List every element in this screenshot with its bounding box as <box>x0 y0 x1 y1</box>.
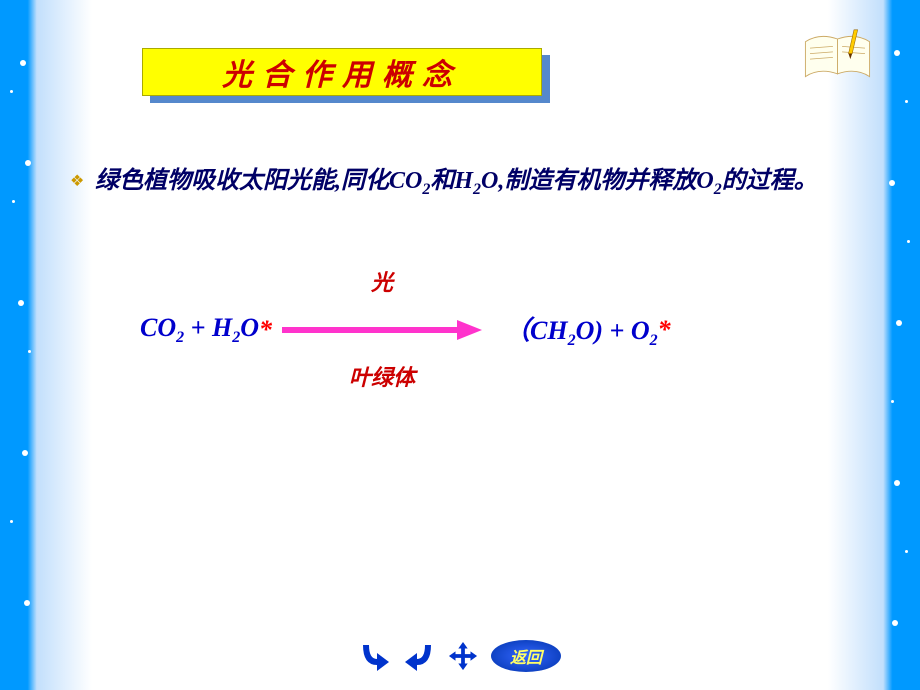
eq-ch: CH <box>530 316 568 345</box>
desc-text-4: 的过程。 <box>722 168 818 194</box>
eq-ch-sub: 2 <box>568 332 576 349</box>
arrow-label-chloroplast: 叶绿体 <box>349 360 415 392</box>
notebook-icon <box>800 28 875 83</box>
navigation-bar: 返回 <box>359 640 561 672</box>
left-edge-decoration <box>0 0 45 690</box>
arrow-icon <box>282 320 482 340</box>
slide-title: 光合作用概念 <box>222 50 462 94</box>
equation: CO2 + H2O* 光 叶绿体 （CH2O) + O2* <box>140 300 780 360</box>
content-area: ❖ 绿色植物吸收太阳光能,同化CO2和H2O,制造有机物并释放O2的过程。 <box>95 165 825 201</box>
eq-o: O <box>240 313 259 342</box>
bullet-diamond-icon: ❖ <box>70 171 84 191</box>
arrow-label-light: 光 <box>371 265 393 297</box>
eq-co-sub: 2 <box>176 329 184 346</box>
product-group: （CH2O) + O2 <box>504 310 658 350</box>
prev-icon[interactable] <box>359 641 391 671</box>
eq-paren: （ <box>504 316 530 345</box>
eq-asterisk-1: * <box>259 315 272 345</box>
eq-asterisk-2: * <box>658 315 671 345</box>
eq-prod-o: O) + O <box>576 316 650 345</box>
desc-text-3: O,制造有机物并释放O <box>481 168 714 194</box>
next-icon[interactable] <box>403 641 435 671</box>
eq-prod-o-sub: 2 <box>650 332 658 349</box>
return-label: 返回 <box>510 644 542 668</box>
desc-text-2: 和H <box>430 168 473 194</box>
return-button[interactable]: 返回 <box>491 640 561 672</box>
concept-description: 绿色植物吸收太阳光能,同化CO2和H2O,制造有机物并释放O2的过程。 <box>95 165 825 201</box>
reaction-arrow: 光 叶绿体 <box>282 300 482 360</box>
right-edge-decoration <box>875 0 920 690</box>
eq-co: CO <box>140 313 176 342</box>
desc-sub-3: 2 <box>714 181 722 198</box>
eq-h-sub: 2 <box>232 329 240 346</box>
desc-text-1: 绿色植物吸收太阳光能,同化CO <box>95 168 422 194</box>
desc-sub-2: 2 <box>473 181 481 198</box>
eq-plus: + <box>184 313 212 342</box>
move-icon[interactable] <box>447 641 479 671</box>
title-box: 光合作用概念 <box>142 48 542 96</box>
reactant-group: CO2 + H2O <box>140 313 259 347</box>
eq-h: H <box>212 313 232 342</box>
